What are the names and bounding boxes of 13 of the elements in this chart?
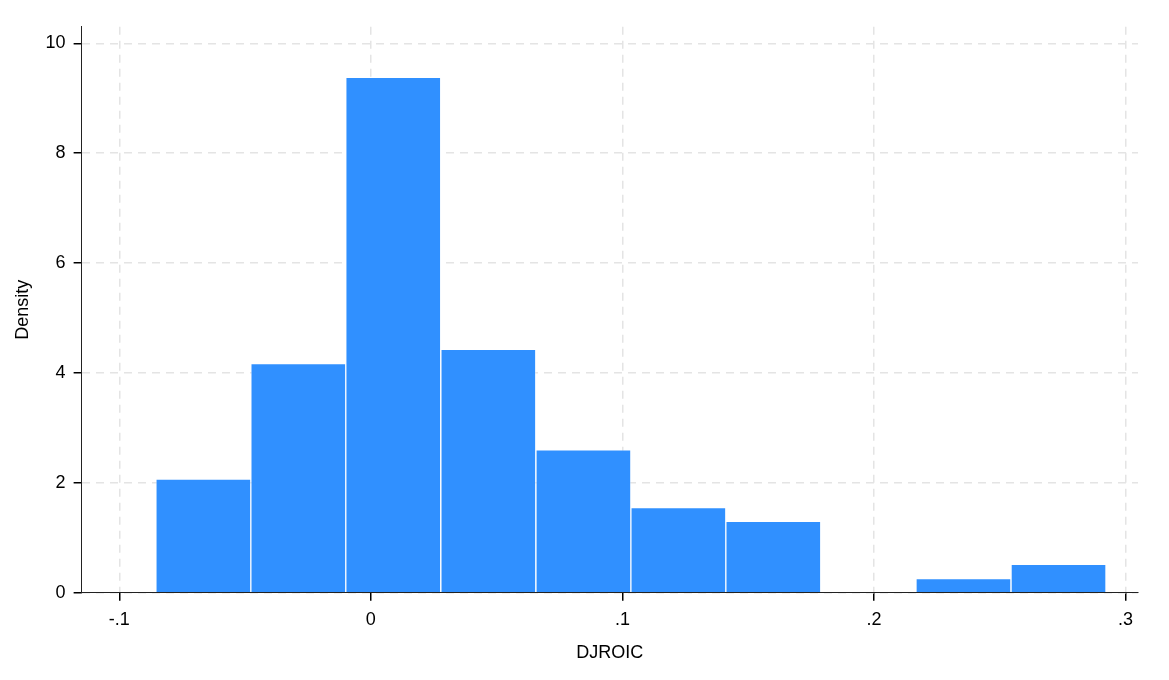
y-tick-label: 4: [55, 361, 66, 382]
y-tick-label: 2: [55, 471, 66, 492]
y-axis-title: Density: [11, 279, 32, 340]
x-tick-label: 0: [365, 608, 376, 629]
y-tick-label: 0: [55, 581, 66, 602]
x-axis-title: DJROIC: [576, 642, 644, 663]
x-tick-label: -.1: [108, 608, 130, 629]
y-tick-label: 8: [55, 142, 66, 163]
x-tick-label: .3: [1117, 608, 1133, 629]
y-tick-label: 6: [55, 252, 66, 273]
x-tick-label: .2: [866, 608, 882, 629]
y-tick-label: 10: [45, 32, 66, 53]
x-tick-label: .1: [614, 608, 630, 629]
